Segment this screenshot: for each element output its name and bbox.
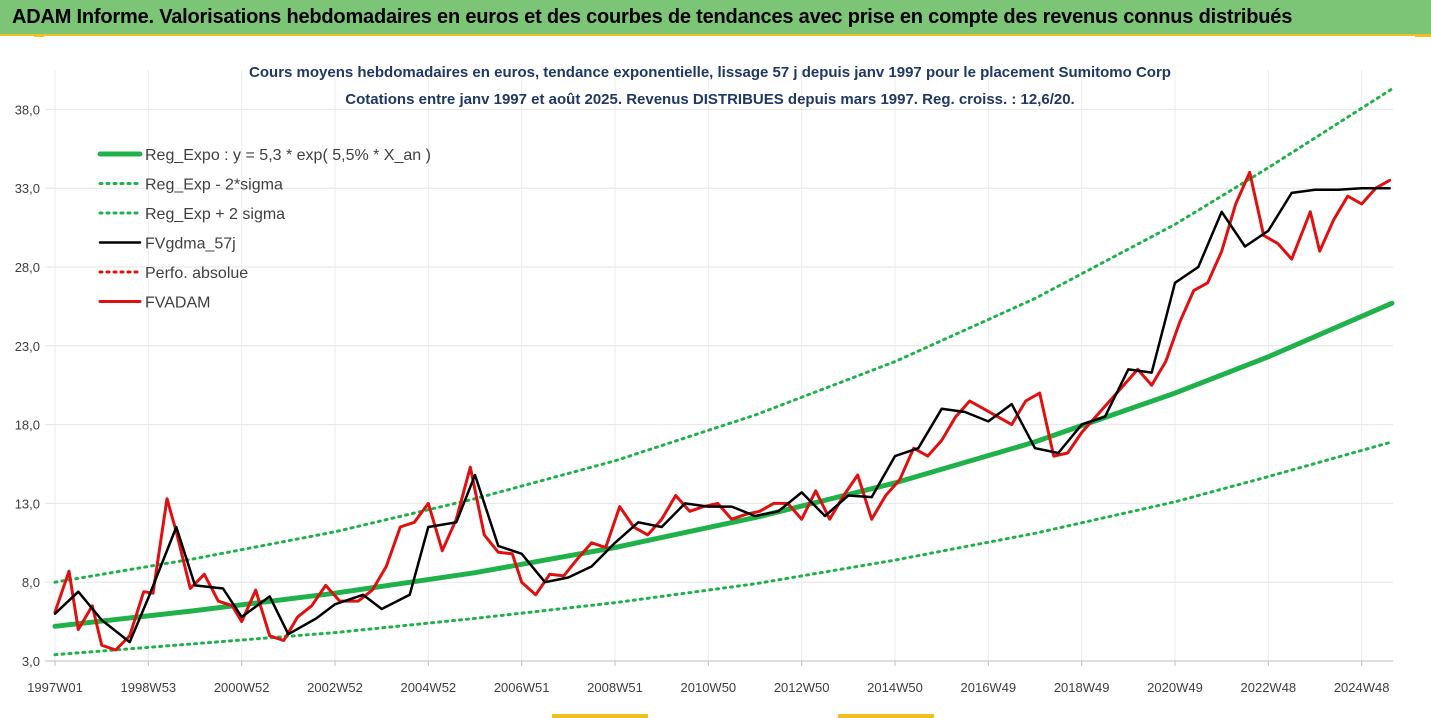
x-tick-label: 2016W49 [961,680,1017,695]
series-line-5 [53,170,1392,652]
legend-label: FVADAM [145,295,210,312]
x-tick-label: 1997W01 [27,680,83,695]
x-tick-label: 2024W48 [1334,680,1390,695]
data-series [52,87,1395,657]
x-tick-label: 2008W51 [587,680,643,695]
series-line-0 [52,300,1395,629]
corner-mark-top-right [1415,34,1431,37]
y-tick-label: 33,0 [15,181,40,196]
y-tick-label: 3,0 [22,654,40,669]
series-line-3 [53,186,1391,644]
legend-label: Reg_Exp - 2*sigma [145,177,283,194]
chart: 3,08,013,018,023,028,033,038,0 1997W01 19… [15,64,1395,695]
x-tick-label: 2020W49 [1147,680,1203,695]
chart-title-line2: Cotations entre janv 1997 et août 2025. … [345,91,1074,108]
legend-label: Reg_Expo : y = 5,3 * exp( 5,5% * X_an ) [145,147,431,164]
legend-label: FVgdma_57j [145,236,236,253]
y-tick-label: 8,0 [22,575,40,590]
legend-label: Reg_Exp + 2 sigma [145,206,285,223]
x-axis-ticks: 1997W01 1998W53 2000W52 2002W52 2004W52 2006W… [27,661,1389,695]
x-tick-label: 2014W50 [867,680,923,695]
y-tick-label: 18,0 [15,418,40,433]
x-tick-label: 2000W52 [214,680,270,695]
y-tick-label: 38,0 [15,102,40,117]
corner-mark-bottom-1 [552,714,648,718]
y-tick-label: 23,0 [15,339,40,354]
y-tick-label: 28,0 [15,260,40,275]
x-tick-label: 2018W49 [1054,680,1110,695]
legend-label: Perfo. absolue [145,265,248,282]
corner-mark-bottom-2 [838,714,934,718]
x-tick-label: 2002W52 [307,680,363,695]
x-tick-label: 1998W53 [121,680,177,695]
report-header: ADAM Informe. Valorisations hebdomadaire… [0,0,1431,36]
legend: Reg_Expo : y = 5,3 * exp( 5,5% * X_an ) R… [97,147,431,312]
chart-title-line1: Cours moyens hebdomadaires en euros, ten… [249,64,1171,81]
x-tick-label: 2010W50 [681,680,737,695]
y-axis-ticks: 3,0 8,0 13,0 18,0 23,0 28,0 33,0 38,0 [15,102,40,669]
x-tick-label: 2006W51 [494,680,550,695]
series-line-1 [53,440,1394,657]
y-tick-label: 13,0 [15,496,40,511]
series-line-2 [53,87,1394,584]
x-tick-label: 2022W48 [1241,680,1297,695]
x-tick-label: 2012W50 [774,680,830,695]
corner-mark-top-left [34,34,44,37]
x-tick-label: 2004W52 [401,680,457,695]
report-title: ADAM Informe. Valorisations hebdomadaire… [12,6,1293,28]
